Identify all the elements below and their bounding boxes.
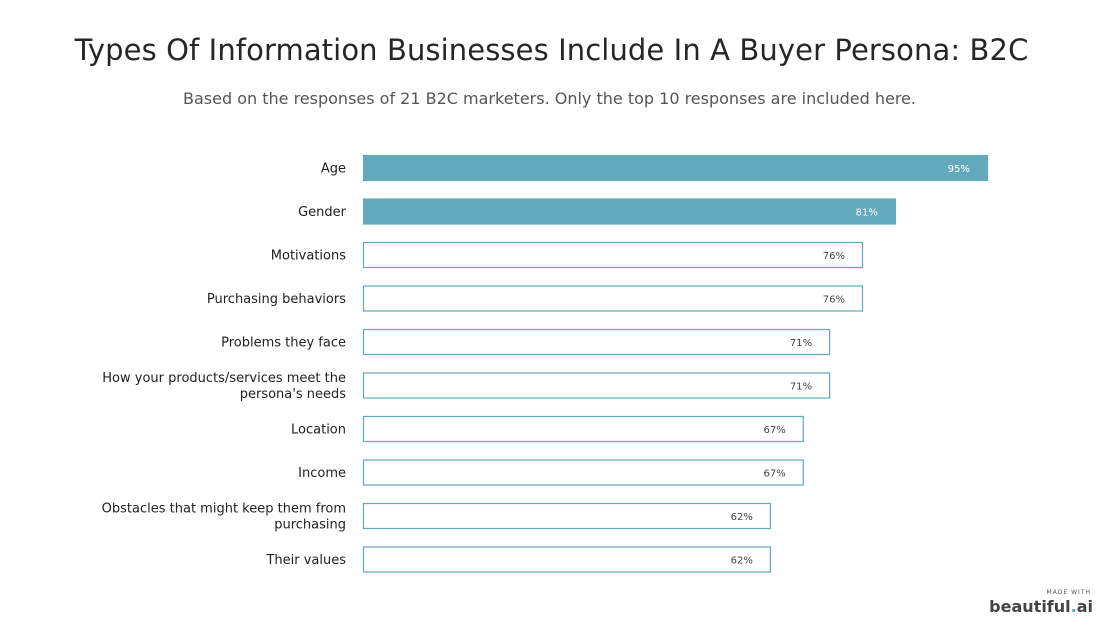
bar-8 [362, 459, 804, 486]
category-label-3: Motivations [271, 249, 346, 264]
bar-6 [362, 372, 831, 399]
category-label-4: Purchasing behaviors [207, 292, 346, 307]
brand-suffix: ai [1076, 597, 1093, 616]
category-label-6: How your products/services meet the perso… [102, 371, 346, 402]
category-label-9: Obstacles that might keep them from purch… [102, 502, 346, 533]
bar-1 [362, 154, 989, 182]
bar-value-label-6: 71% [790, 382, 812, 393]
made-with-label: MADE WITH [1046, 589, 1091, 596]
brand-logo: beautiful.ai [989, 599, 1093, 615]
bar-value-label-7: 67% [764, 425, 786, 436]
bar-value-label-2: 81% [856, 208, 878, 219]
bar-value-label-9: 62% [731, 512, 753, 523]
bar-value-label-3: 76% [823, 251, 845, 262]
chart-subtitle: Based on the responses of 21 B2C markete… [183, 89, 916, 108]
category-label-5: Problems they face [221, 336, 346, 351]
category-label-1: Age [321, 162, 346, 177]
bar-5 [362, 328, 831, 356]
bar-value-label-8: 67% [764, 469, 786, 480]
chart-title: Types Of Information Businesses Include … [74, 33, 1029, 67]
brand-name: beautiful [989, 597, 1071, 616]
bar-10 [362, 546, 771, 573]
made-with-badge[interactable]: MADE WITH beautiful.ai [989, 590, 1093, 615]
bar-7 [362, 415, 804, 443]
bar-value-label-1: 95% [948, 164, 970, 175]
bar-3 [362, 241, 864, 269]
category-label-10: Their values [265, 553, 346, 568]
brand-dot: . [1070, 597, 1077, 616]
bar-9 [362, 502, 771, 530]
bar-2 [362, 198, 896, 225]
bar-value-label-10: 62% [731, 556, 753, 567]
category-label-7: Location [291, 423, 346, 438]
bar-4 [362, 285, 864, 312]
category-label-2: Gender [298, 205, 347, 220]
bar-value-label-5: 71% [790, 338, 812, 349]
category-label-8: Income [298, 466, 346, 481]
bar-value-label-4: 76% [823, 295, 845, 306]
